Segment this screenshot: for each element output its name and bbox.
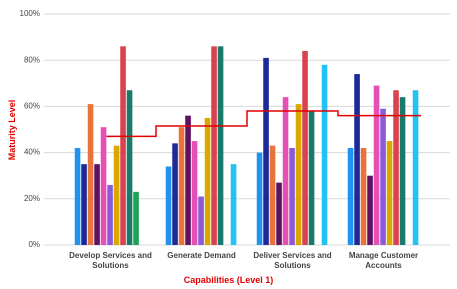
bar	[282, 97, 289, 245]
x-tick-label: Manage Customer Accounts	[348, 251, 419, 270]
y-tick-label: 60%	[24, 102, 40, 111]
bar	[399, 97, 406, 245]
bar	[185, 115, 191, 245]
bar	[81, 164, 87, 245]
x-axis-label: Capabilities (Level 1)	[183, 275, 274, 285]
y-tick-label: 100%	[20, 9, 40, 18]
bar	[380, 108, 386, 246]
bar	[230, 164, 237, 245]
bar	[256, 152, 263, 245]
bar	[94, 164, 100, 245]
bar	[295, 104, 302, 245]
y-tick-label: 40%	[24, 148, 40, 157]
step-line	[106, 110, 421, 138]
bar	[126, 90, 133, 245]
bar	[289, 147, 295, 245]
bar	[354, 74, 360, 245]
x-tick-label: Deliver Services and Solutions	[253, 251, 332, 270]
bar	[393, 90, 399, 245]
bar	[308, 111, 315, 246]
bar	[191, 141, 198, 245]
y-tick-label: 0%	[28, 240, 40, 249]
bar	[217, 46, 224, 246]
y-tick-label: 80%	[24, 55, 40, 64]
bar	[302, 50, 308, 246]
bar	[172, 143, 178, 245]
bar	[204, 117, 211, 245]
y-axis-label: Maturity Level	[7, 99, 17, 161]
bar	[321, 64, 328, 245]
bar	[360, 147, 367, 245]
x-tick-label: Generate Demand	[167, 251, 236, 260]
bar	[373, 85, 380, 245]
bar	[87, 104, 94, 245]
bar	[367, 175, 373, 245]
bar	[107, 184, 113, 245]
bar	[276, 182, 282, 245]
bar	[113, 145, 120, 245]
bar	[178, 127, 185, 245]
bar	[198, 196, 204, 245]
bar	[100, 127, 107, 245]
bar	[165, 166, 172, 245]
bar	[120, 46, 126, 246]
y-tick-label: 20%	[24, 194, 40, 203]
bar	[386, 141, 393, 245]
bar	[347, 147, 354, 245]
bar	[412, 90, 419, 245]
x-tick-label: Develop Services and Solutions	[69, 251, 152, 270]
bar	[133, 191, 139, 245]
bar	[263, 57, 269, 245]
bar	[74, 147, 81, 245]
bar	[211, 46, 217, 246]
bar	[269, 145, 276, 245]
